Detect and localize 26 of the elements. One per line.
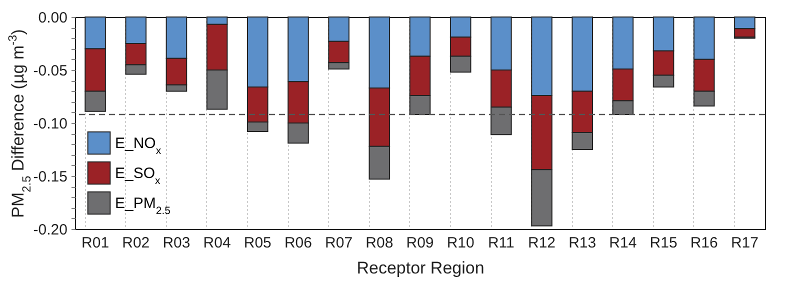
x-tick-label: R10 xyxy=(446,234,474,252)
legend-label: E_PM$_{2.5}$ xyxy=(115,195,171,217)
x-tick-label: R05 xyxy=(244,234,272,252)
x-tick-label: R14 xyxy=(609,234,637,252)
x-tick-label: R09 xyxy=(406,234,434,252)
x-tick-label: R12 xyxy=(528,234,556,252)
x-tick-label: R07 xyxy=(325,234,353,252)
y-tick-label: -0.05 xyxy=(33,62,68,80)
y-tick-label: -0.15 xyxy=(33,168,68,186)
x-tick-label: R15 xyxy=(650,234,678,252)
y-tick-label: -0.10 xyxy=(33,116,68,132)
y-tick-label: 0.00 xyxy=(38,10,68,26)
legend-label: E_NO$_{x}$ xyxy=(115,135,162,157)
x-tick-label: R03 xyxy=(162,234,190,252)
x-tick-label: R04 xyxy=(203,234,231,252)
x-tick-label: R08 xyxy=(366,234,394,252)
x-tick-label: R01 xyxy=(82,234,110,252)
x-tick-label: R13 xyxy=(568,234,596,252)
x-tick-label: R06 xyxy=(284,234,312,252)
x-tick-label: R16 xyxy=(690,234,718,252)
legend-label: E_SO$_{x}$ xyxy=(115,165,162,187)
x-tick-label: R17 xyxy=(730,234,758,252)
x-tick-label: R11 xyxy=(488,234,514,252)
y-tick-label: -0.20 xyxy=(33,222,68,238)
x-axis-title: Receptor Region xyxy=(356,258,484,278)
x-tick-label: R02 xyxy=(122,234,150,252)
